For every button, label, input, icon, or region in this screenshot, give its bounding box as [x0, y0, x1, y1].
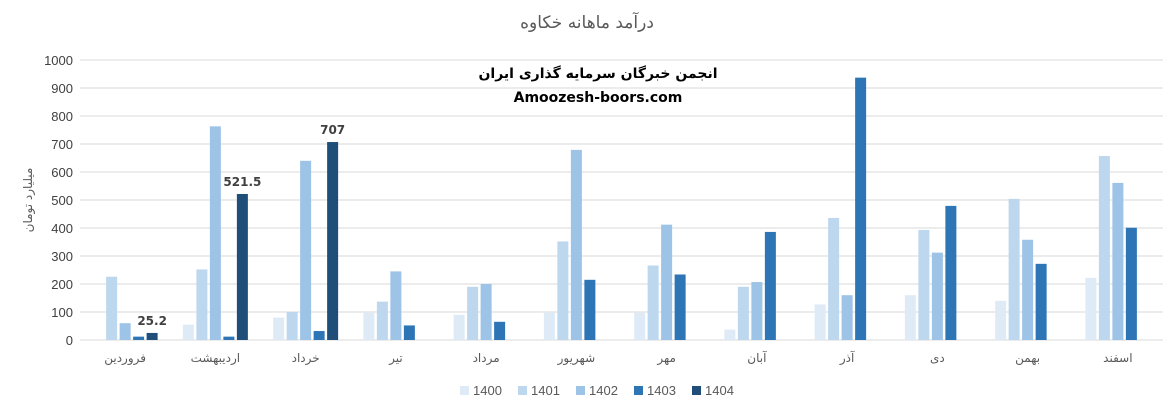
bar-1400 — [1085, 277, 1097, 340]
bar-1402 — [841, 295, 853, 340]
legend-swatch-1402 — [576, 386, 585, 395]
bar-1401 — [196, 269, 208, 340]
x-axis-ticks: فروردین اردیبهشت خرداد تیر مرداد شهریور مهر آبا… — [104, 350, 1132, 366]
bar-1402 — [1022, 239, 1034, 340]
bar-1401 — [918, 229, 930, 340]
x-tick-label: شهریور — [557, 351, 596, 366]
x-tick-label: دی — [930, 351, 945, 365]
bar-1401 — [286, 312, 298, 340]
y-tick-label: 800 — [51, 109, 73, 124]
legend-swatch-1401 — [518, 386, 527, 395]
x-tick-label: فروردین — [104, 351, 146, 366]
legend-label: 1400 — [473, 383, 502, 398]
bar-1401 — [557, 241, 569, 340]
bar-1403 — [133, 336, 145, 340]
x-tick-label: بهمن — [1015, 351, 1040, 366]
legend: 1400 1401 1402 1403 1404 — [460, 383, 734, 398]
bar-1402 — [209, 126, 221, 340]
gridlines — [80, 59, 1163, 341]
watermark-website: Amoozesh-boors.com — [514, 90, 683, 106]
legend-label: 1401 — [531, 383, 560, 398]
y-tick-label: 900 — [51, 81, 73, 96]
y-tick-label: 1000 — [44, 53, 73, 68]
bar-1403 — [584, 279, 596, 340]
y-axis-label: میلیارد تومان — [21, 168, 36, 233]
bar-1400 — [543, 312, 555, 340]
x-tick-label: آبان — [747, 350, 767, 365]
data-label: 25.2 — [137, 314, 167, 328]
bar-1402 — [570, 149, 582, 340]
x-tick-label: تیر — [388, 351, 403, 366]
bar-1401 — [1008, 198, 1020, 340]
bar-1400 — [273, 317, 285, 340]
x-tick-label: مرداد — [473, 351, 500, 366]
bar-1400 — [182, 324, 194, 340]
bar-1403 — [223, 336, 235, 340]
bar-1403 — [403, 325, 415, 340]
bar-1403 — [945, 205, 957, 340]
bar-1403 — [674, 274, 686, 340]
x-tick-label: آذر — [839, 350, 855, 366]
bar-1401 — [467, 286, 479, 340]
y-tick-label: 500 — [51, 193, 73, 208]
bars — [106, 77, 1137, 340]
bar-1403 — [855, 77, 867, 340]
legend-swatch-1400 — [460, 386, 469, 395]
bar-1401 — [106, 276, 118, 340]
y-tick-label: 400 — [51, 221, 73, 236]
bar-1401 — [376, 301, 388, 340]
x-tick-label: مهر — [656, 351, 676, 366]
legend-label: 1403 — [647, 383, 676, 398]
watermark-persian: انجمن خبرگان سرمایه گذاری ایران — [478, 65, 717, 82]
bar-1400 — [634, 312, 646, 340]
y-tick-label: 300 — [51, 249, 73, 264]
bar-1400 — [995, 300, 1007, 340]
x-tick-label: خرداد — [292, 351, 320, 366]
y-tick-label: 0 — [66, 333, 73, 348]
bar-1400 — [724, 329, 736, 340]
bar-1400 — [904, 295, 916, 340]
bar-1401 — [828, 217, 840, 340]
bar-1403 — [1035, 263, 1047, 340]
bar-1403 — [764, 231, 776, 340]
bar-1401 — [647, 265, 659, 340]
bar-1402 — [931, 252, 943, 340]
bar-1404 — [146, 332, 158, 340]
chart-title: درآمد ماهانه خکاوه — [520, 11, 654, 33]
data-labels: 25.2 521.5 707 — [137, 123, 345, 328]
data-label: 521.5 — [223, 175, 261, 189]
bar-1402 — [119, 323, 131, 340]
bar-1400 — [363, 312, 375, 340]
bar-1402 — [480, 284, 492, 340]
bar-1400 — [453, 314, 465, 340]
y-axis-ticks: 0 100 200 300 400 500 600 700 800 900 1000 — [44, 53, 73, 348]
bar-1402 — [300, 160, 312, 340]
bar-1404 — [236, 193, 248, 340]
legend-label: 1402 — [589, 383, 618, 398]
bar-1400 — [814, 304, 826, 340]
x-tick-label: اردیبهشت — [191, 351, 240, 366]
bar-1402 — [661, 224, 673, 340]
y-tick-label: 700 — [51, 137, 73, 152]
bar-1403 — [494, 321, 506, 340]
y-tick-label: 100 — [51, 305, 73, 320]
bar-1402 — [390, 271, 402, 340]
bar-1401 — [737, 286, 749, 340]
x-tick-label: اسفند — [1103, 351, 1132, 365]
bar-1404 — [327, 142, 339, 340]
bar-1402 — [751, 282, 763, 340]
y-tick-label: 200 — [51, 277, 73, 292]
bar-1402 — [1112, 182, 1124, 340]
data-label: 707 — [320, 123, 345, 137]
bar-1403 — [1125, 227, 1137, 340]
y-tick-label: 600 — [51, 165, 73, 180]
legend-label: 1404 — [705, 383, 734, 398]
bar-1403 — [313, 331, 325, 340]
legend-swatch-1404 — [692, 386, 701, 395]
legend-swatch-1403 — [634, 386, 643, 395]
bar-1401 — [1098, 156, 1110, 340]
